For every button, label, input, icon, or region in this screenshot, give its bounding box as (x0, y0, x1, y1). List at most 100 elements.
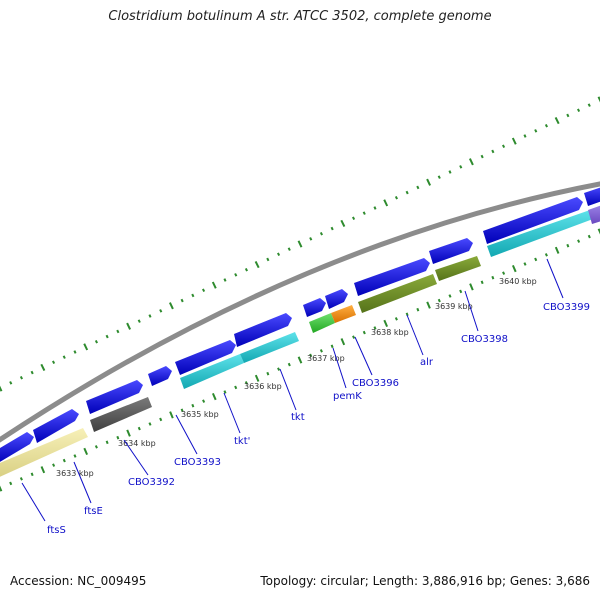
cds-arrow (33, 409, 79, 443)
tick-mark (191, 403, 195, 408)
tick-mark (319, 349, 323, 353)
tick-mark (40, 466, 46, 474)
feature-labels: ftsS ftsE CBO3392 CBO3393 tkt' tkt pemK … (47, 302, 590, 536)
cds-arrow (429, 238, 473, 264)
tick-mark (330, 344, 334, 349)
tick-mark (223, 390, 227, 394)
tick-mark (437, 298, 441, 303)
tick-mark (373, 206, 377, 210)
leader-line (21, 482, 46, 522)
tick-mark (597, 96, 600, 103)
tick-mark (73, 350, 77, 354)
tick-mark (51, 360, 56, 365)
tick-mark (9, 481, 13, 486)
tick-mark (52, 463, 56, 467)
genome-backbone (0, 181, 600, 443)
tick-mark (19, 477, 23, 481)
tick-mark (83, 447, 89, 456)
feature-label: pemK (333, 391, 362, 402)
tick-mark (40, 363, 46, 372)
tick-mark (544, 253, 548, 257)
accession-info: Accession: NC_009495 (10, 574, 147, 588)
tick-mark (394, 317, 398, 321)
tick-mark (534, 257, 538, 262)
leader-line (279, 368, 297, 411)
tick-mark (287, 362, 291, 367)
tick-mark (448, 294, 452, 298)
tick-mark (137, 319, 141, 323)
cds-arrow (234, 313, 292, 347)
tick-mark (62, 458, 66, 463)
scale-label: 3640 kbp (499, 277, 537, 286)
scale-label: 3635 kbp (181, 410, 219, 419)
tick-mark (502, 271, 506, 275)
tick-mark (254, 374, 260, 382)
feature-label: CBO3392 (128, 477, 175, 488)
tick-mark (254, 260, 260, 269)
tick-mark (94, 445, 98, 449)
tick-mark (437, 175, 441, 179)
tick-mark (191, 293, 195, 298)
cds-arrow (483, 197, 583, 244)
feature-block-cyan (240, 332, 299, 363)
tick-mark (459, 289, 463, 294)
tick-mark (309, 353, 313, 358)
cds-arrow (303, 298, 326, 317)
tick-mark (554, 116, 560, 125)
leader-line (406, 314, 424, 356)
feature-block-olive (435, 256, 481, 281)
scale-label: 3638 kbp (371, 328, 409, 337)
feature-block-olive (358, 274, 437, 313)
tick-mark (491, 149, 495, 154)
tick-mark (394, 195, 399, 200)
tick-mark (544, 123, 549, 128)
feature-block-purple (588, 205, 600, 224)
map-title: Clostridium botulinum A str. ATCC 3502, … (108, 9, 492, 24)
tick-mark (459, 165, 463, 169)
tick-mark (554, 246, 560, 254)
feature-label: tkt (291, 412, 305, 423)
tick-mark (30, 370, 34, 375)
tick-mark (9, 381, 13, 385)
tick-mark (105, 334, 109, 339)
feature-label: ftsE (84, 506, 103, 517)
tick-mark (330, 226, 334, 231)
cds-arrow (584, 187, 600, 206)
tick-mark (340, 219, 346, 228)
tick-mark (566, 243, 570, 248)
tick-mark (383, 319, 389, 328)
tick-mark (94, 339, 99, 344)
tick-mark (73, 454, 77, 458)
leader-line (73, 461, 92, 504)
tick-mark (159, 309, 163, 313)
feature-block-yellow (0, 428, 88, 477)
tick-mark (351, 216, 356, 221)
leader-line (175, 414, 198, 455)
tick-mark (297, 240, 303, 248)
feature-label: ftsS (47, 525, 66, 536)
outer-tick-marks (0, 96, 600, 392)
cds-arrow (325, 289, 348, 309)
feature-block-cyan (487, 210, 593, 257)
tick-mark (211, 392, 217, 401)
tick-mark (416, 185, 420, 190)
tick-mark (105, 440, 109, 445)
tick-mark (309, 237, 313, 241)
tick-mark (180, 408, 184, 413)
feature-class-track (0, 205, 600, 477)
tick-mark (566, 113, 570, 118)
feature-label: tkt' (234, 436, 250, 447)
tick-mark (168, 302, 174, 310)
tick-mark (30, 472, 34, 477)
leader-line (354, 336, 373, 376)
tick-mark (383, 199, 389, 207)
tick-mark (148, 314, 152, 318)
cds-arrow (0, 432, 34, 462)
tick-mark (116, 435, 120, 440)
feature-block-orange (331, 305, 356, 323)
tick-mark (468, 158, 474, 166)
tick-mark (597, 228, 600, 235)
tick-mark (480, 154, 484, 159)
feature-block-cyan (180, 354, 244, 389)
tick-mark (469, 283, 474, 291)
